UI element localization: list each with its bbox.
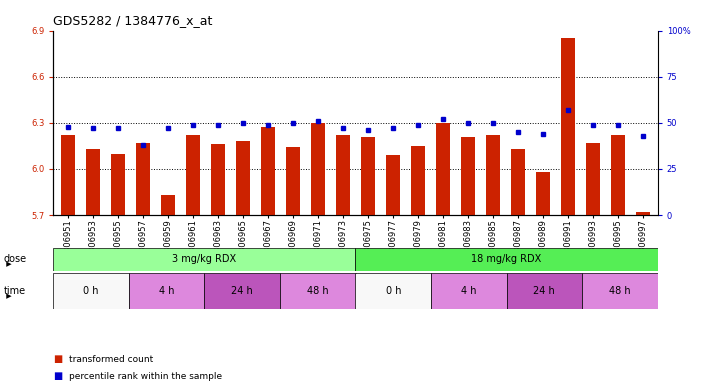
Bar — [61, 135, 75, 215]
Bar — [236, 141, 250, 215]
Text: dose: dose — [4, 254, 27, 264]
Bar — [386, 155, 400, 215]
Bar — [436, 123, 450, 215]
Bar — [311, 123, 325, 215]
Bar — [261, 127, 275, 215]
Text: 24 h: 24 h — [231, 286, 253, 296]
Bar — [53, 248, 356, 271]
Bar — [431, 273, 506, 309]
Bar — [53, 273, 129, 309]
Bar — [511, 149, 525, 215]
Text: ■: ■ — [53, 371, 63, 381]
Text: 48 h: 48 h — [609, 286, 631, 296]
Text: 24 h: 24 h — [533, 286, 555, 296]
Bar — [211, 144, 225, 215]
Text: percentile rank within the sample: percentile rank within the sample — [69, 372, 222, 381]
Text: 0 h: 0 h — [385, 286, 401, 296]
Text: 4 h: 4 h — [461, 286, 476, 296]
Bar — [636, 212, 650, 215]
Bar — [137, 143, 150, 215]
Text: 3 mg/kg RDX: 3 mg/kg RDX — [172, 254, 237, 264]
Bar — [361, 137, 375, 215]
Text: ▶: ▶ — [4, 293, 11, 299]
Bar — [186, 135, 200, 215]
Bar — [205, 273, 280, 309]
Bar — [582, 273, 658, 309]
Bar — [280, 273, 356, 309]
Bar — [287, 147, 300, 215]
Bar — [561, 38, 574, 215]
Bar — [536, 172, 550, 215]
Text: 18 mg/kg RDX: 18 mg/kg RDX — [471, 254, 542, 264]
Text: GDS5282 / 1384776_x_at: GDS5282 / 1384776_x_at — [53, 14, 213, 27]
Text: 0 h: 0 h — [83, 286, 99, 296]
Bar — [356, 248, 658, 271]
Bar — [411, 146, 424, 215]
Bar — [506, 273, 582, 309]
Text: 4 h: 4 h — [159, 286, 174, 296]
Bar — [611, 135, 624, 215]
Bar — [586, 143, 599, 215]
Text: transformed count: transformed count — [69, 354, 153, 364]
Bar — [461, 137, 475, 215]
Bar — [129, 273, 205, 309]
Text: ■: ■ — [53, 354, 63, 364]
Bar — [336, 135, 350, 215]
Bar — [161, 195, 175, 215]
Bar — [486, 135, 500, 215]
Text: time: time — [4, 286, 26, 296]
Text: ▶: ▶ — [4, 261, 11, 267]
Text: 48 h: 48 h — [307, 286, 328, 296]
Bar — [87, 149, 100, 215]
Bar — [112, 154, 125, 215]
Bar — [356, 273, 431, 309]
